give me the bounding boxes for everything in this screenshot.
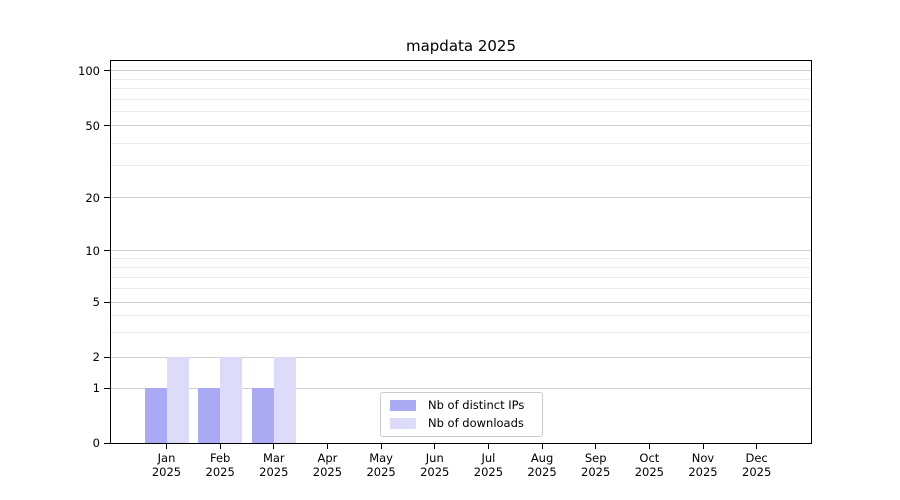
x-tick-month: Mar: [262, 451, 285, 465]
gridline-minor: [111, 276, 811, 278]
bar-downloads: [166, 357, 189, 443]
x-tick-label-dec: Dec 2025: [727, 451, 787, 479]
gridline-major: [111, 197, 811, 199]
gridline-minor: [111, 78, 811, 80]
x-tick-month: Dec: [745, 451, 768, 465]
x-tick-label-mar: Mar 2025: [244, 451, 304, 479]
gridline-major: [111, 250, 811, 251]
x-tick-label-nov: Nov 2025: [673, 451, 733, 479]
gridline-minor: [111, 88, 811, 90]
x-tick-year: 2025: [473, 465, 504, 479]
gridline-major: [111, 301, 811, 303]
legend-swatch-distinct-ips: [390, 400, 416, 411]
x-tick-mark: [380, 444, 382, 449]
y-tick-mark: [104, 301, 110, 303]
x-tick-label-may: May 2025: [351, 451, 411, 479]
legend: Nb of distinct IPs Nb of downloads: [380, 392, 543, 437]
y-tick-label: 0: [92, 436, 100, 450]
gridline-minor: [111, 165, 811, 167]
x-tick-month: Nov: [691, 451, 715, 465]
legend-entry: Nb of downloads: [390, 417, 542, 430]
x-tick-mark: [166, 444, 167, 449]
x-tick-label-jan: Jan 2025: [137, 451, 197, 479]
y-tick-mark: [104, 387, 110, 389]
y-tick-mark: [104, 442, 110, 444]
x-tick-mark: [702, 444, 704, 449]
x-tick-mark: [326, 444, 328, 449]
x-tick-label-apr: Apr 2025: [297, 451, 357, 479]
x-tick-mark: [756, 444, 758, 449]
x-tick-month: Feb: [209, 451, 231, 465]
x-tick-month: Jun: [425, 451, 444, 465]
x-tick-year: 2025: [312, 465, 343, 479]
x-tick-label-jun: Jun 2025: [405, 451, 465, 479]
x-tick-mark: [487, 444, 489, 449]
bar-downloads: [273, 357, 296, 443]
x-tick-month: Jan: [157, 451, 176, 465]
x-tick-year: 2025: [259, 465, 289, 479]
gridline-major: [111, 125, 811, 127]
x-tick-label-jul: Jul 2025: [458, 451, 518, 479]
y-tick-label: 50: [85, 118, 100, 133]
x-tick-year: 2025: [688, 465, 718, 479]
bar-distinct-ips: [144, 388, 167, 443]
x-tick-year: 2025: [151, 465, 182, 479]
x-tick-label-sep: Sep 2025: [566, 451, 626, 479]
y-tick-label: 5: [92, 295, 100, 310]
x-tick-month: Sep: [584, 451, 607, 465]
y-tick-mark: [104, 250, 110, 251]
gridline-major: [111, 387, 811, 389]
x-tick-month: Apr: [317, 451, 338, 465]
x-tick-mark: [648, 444, 650, 449]
x-tick-label-aug: Aug 2025: [512, 451, 572, 479]
x-tick-label-feb: Feb 2025: [190, 451, 250, 479]
x-tick-mark: [273, 444, 275, 449]
gridline-minor: [111, 98, 811, 100]
gridline-minor: [111, 142, 811, 144]
gridline-minor: [111, 288, 811, 290]
x-tick-mark: [541, 444, 543, 449]
x-tick-year: 2025: [527, 465, 557, 479]
chart-title: mapdata 2025: [405, 37, 517, 55]
x-tick-year: 2025: [205, 465, 235, 479]
y-tick-label: 1: [92, 381, 100, 396]
x-tick-year: 2025: [581, 465, 611, 479]
x-tick-month: Aug: [530, 451, 554, 465]
x-tick-month: May: [369, 451, 393, 465]
x-tick-month: Jul: [481, 451, 496, 465]
x-tick-year: 2025: [420, 465, 450, 479]
bar-downloads: [220, 357, 243, 443]
x-tick-year: 2025: [634, 465, 664, 479]
x-tick-mark: [595, 444, 597, 449]
gridline-minor: [111, 315, 811, 317]
legend-entry: Nb of distinct IPs: [390, 399, 542, 412]
y-tick-mark: [104, 197, 110, 199]
plot-area: [110, 60, 812, 444]
x-tick-year: 2025: [366, 465, 396, 479]
y-tick-label: 2: [92, 350, 100, 365]
gridline-major: [111, 70, 811, 72]
legend-label: Nb of downloads: [428, 416, 524, 430]
gridline-minor: [111, 257, 811, 259]
y-tick-label: 20: [85, 190, 100, 205]
y-tick-mark: [104, 356, 110, 358]
y-tick-label: 100: [78, 63, 100, 78]
legend-swatch-downloads: [390, 418, 416, 429]
x-tick-mark: [219, 444, 221, 449]
x-tick-month: Oct: [639, 451, 660, 465]
gridline-minor: [111, 266, 811, 268]
x-tick-mark: [434, 444, 436, 449]
y-tick-mark: [104, 70, 110, 72]
x-tick-label-oct: Oct 2025: [619, 451, 679, 479]
gridline-minor: [111, 332, 811, 334]
legend-label: Nb of distinct IPs: [428, 398, 525, 412]
y-tick-mark: [104, 125, 110, 127]
gridline-major: [111, 356, 811, 358]
y-tick-label: 10: [85, 243, 100, 258]
x-tick-year: 2025: [742, 465, 772, 479]
bar-distinct-ips: [198, 388, 221, 443]
gridline-minor: [111, 110, 811, 112]
bar-distinct-ips: [251, 388, 274, 443]
